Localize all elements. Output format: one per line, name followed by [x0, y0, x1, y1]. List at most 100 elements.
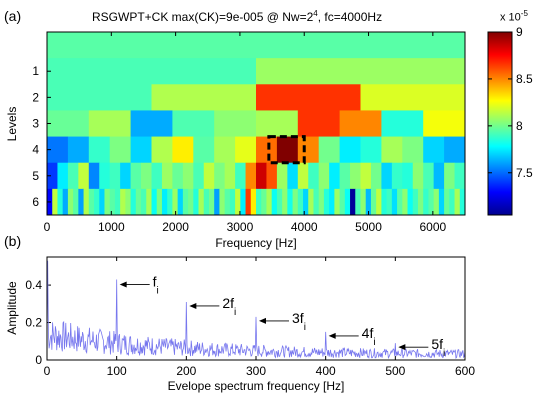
heatmap-cell [318, 162, 330, 190]
heatmap-cell [370, 188, 377, 216]
heatmap-cell [172, 162, 184, 190]
heatmap-cell [449, 188, 455, 216]
annotation-arrow-head [119, 281, 127, 288]
heatmap-cell [146, 188, 152, 216]
harmonic-label: fi [153, 273, 159, 296]
heatmap-cell [386, 188, 393, 216]
colorbar-multiplier-exp: -5 [520, 9, 528, 18]
heatmap-cell [313, 188, 320, 216]
heatmap-cell [276, 136, 299, 164]
heatmap-cell [256, 84, 361, 111]
heatmap-cell [135, 188, 142, 216]
heatmap-cell [245, 162, 257, 190]
line-x-tick-label: 200 [176, 364, 196, 378]
heatmap-y-axis-label: Levels [5, 107, 19, 142]
heatmap-cell [287, 188, 293, 216]
heatmap-title-sup: 4 [313, 9, 318, 18]
heatmap-cell [245, 188, 252, 216]
heatmap-cell [67, 188, 74, 216]
heatmap-cell [391, 162, 403, 190]
heatmap-y-tick-label: 5 [32, 169, 39, 183]
heatmap-cell [78, 162, 90, 190]
heatmap-cell [229, 188, 236, 216]
heatmap-cell [318, 188, 325, 216]
line-x-tick-label: 300 [246, 364, 266, 378]
heatmap-cell [235, 162, 246, 190]
heatmap-cell [381, 188, 388, 216]
heatmap-cell [130, 136, 152, 164]
heatmap-cell [167, 188, 173, 216]
heatmap-cell [151, 188, 158, 216]
heatmap-cell [172, 136, 194, 164]
heatmap-cell [256, 136, 278, 164]
harmonic-label: 5fi [431, 336, 445, 359]
heatmap-x-tick-label: 1000 [98, 220, 125, 234]
heatmap-cell [88, 162, 100, 190]
heatmap-cell [214, 136, 236, 164]
heatmap-cell [235, 136, 257, 164]
harmonic-label-sub: i [234, 307, 236, 318]
panel-a-label: (a) [4, 8, 22, 24]
line-x-tick-label: 600 [455, 364, 475, 378]
heatmap-cell [412, 188, 419, 216]
heatmap-cell [297, 136, 320, 164]
heatmap-cell [412, 162, 424, 190]
heatmap-cell [292, 188, 299, 216]
heatmap-cell [376, 188, 382, 216]
heatmap-y-ticks: 1 2 3 4 5 6 [32, 64, 51, 209]
heatmap-cell [261, 188, 267, 216]
heatmap-cell [344, 188, 351, 216]
heatmap-cell [161, 162, 173, 190]
harmonic-label-sub: i [443, 348, 445, 359]
heatmap-cell [318, 136, 340, 164]
line-y-tick-label: 0.2 [25, 316, 42, 330]
heatmap-cell [266, 188, 273, 216]
heatmap-cell [256, 58, 466, 85]
heatmap-cell [182, 188, 189, 216]
heatmap-cell [188, 188, 194, 216]
kurtosis-max-highlight-box [267, 135, 306, 165]
heatmap-cell [104, 188, 111, 216]
heatmap-cell [381, 136, 403, 164]
colorbar [487, 31, 513, 216]
heatmap-cell [47, 136, 69, 164]
heatmap-cell [391, 188, 398, 216]
heatmap-cell [109, 136, 131, 164]
heatmap-cell [141, 162, 152, 190]
harmonic-label: 2fi [222, 295, 236, 318]
heatmap-cell [57, 188, 64, 216]
heatmap-cell [417, 188, 424, 216]
heatmap-cell [381, 162, 393, 190]
heatmap-title-tail: , fc=4000Hz [317, 10, 383, 24]
heatmap-cell [402, 188, 408, 216]
heatmap-cell [297, 110, 340, 137]
heatmap-cell [130, 162, 142, 190]
heatmap-y-tick-label: 3 [32, 117, 39, 131]
panel-b-label: (b) [4, 233, 22, 249]
heatmap-cell [423, 162, 435, 190]
heatmap-cell [297, 162, 309, 190]
heatmap-cell [88, 188, 95, 216]
heatmap-cell [57, 162, 69, 190]
heatmap-cell [73, 188, 79, 216]
heatmap-cell [224, 162, 236, 190]
heatmap-cell [130, 110, 173, 137]
heatmap-cell [287, 162, 299, 190]
heatmap-cell [381, 110, 424, 137]
line-x-tick-label: 100 [107, 364, 127, 378]
annotation-arrow-head [398, 344, 406, 351]
heatmap-y-tick-label: 6 [32, 195, 39, 209]
envelope-spectrum-line [46, 260, 466, 360]
heatmap-cell [459, 188, 466, 216]
heatmap-x-tick-label: 6000 [419, 220, 446, 234]
heatmap-y-tick-label: 2 [32, 90, 39, 104]
heatmap-cell [444, 136, 466, 164]
harmonic-label-sub: i [157, 285, 159, 296]
heatmap-x-tick-label: 5000 [355, 220, 382, 234]
heatmap-x-tick-label: 2000 [162, 220, 189, 234]
heatmap-cell [350, 188, 356, 216]
heatmap-cell [214, 188, 220, 216]
heatmap-cell [99, 188, 105, 216]
line-y-tick-label: 0.4 [25, 278, 42, 292]
